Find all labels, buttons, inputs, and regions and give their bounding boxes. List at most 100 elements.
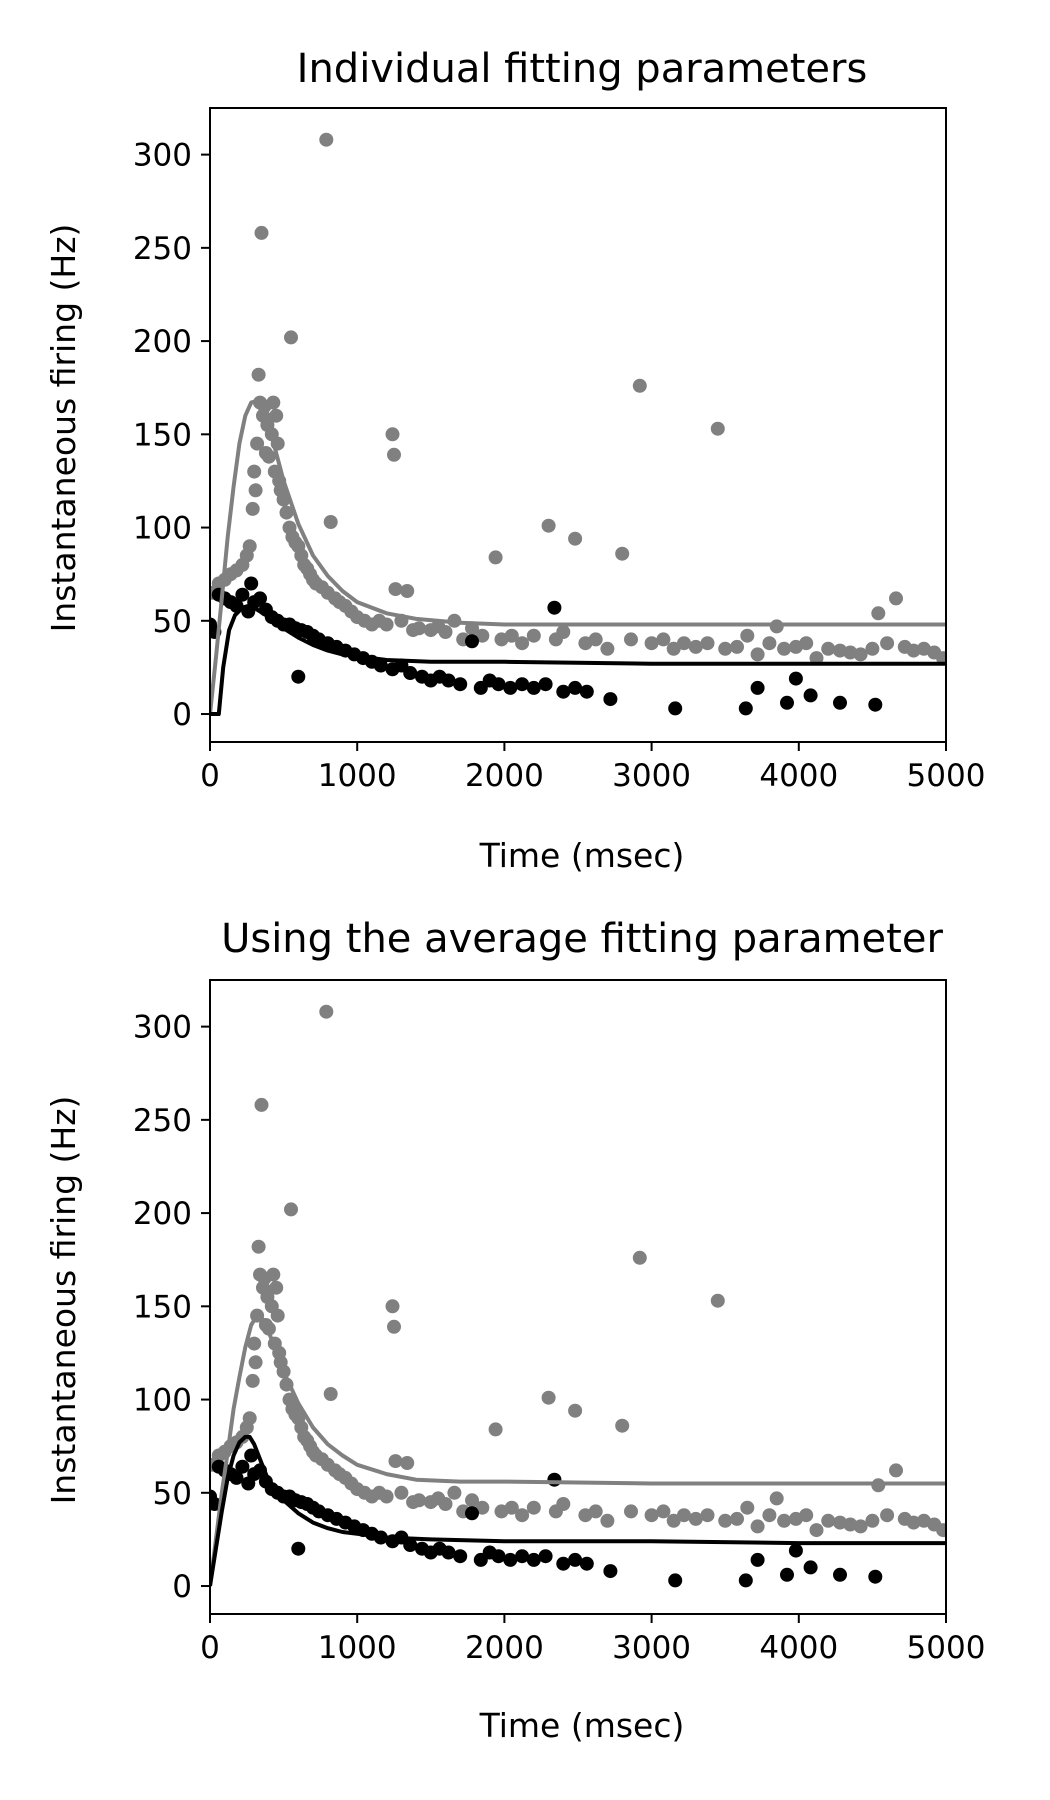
- data-point: [677, 636, 691, 651]
- x-tick-label: 2000: [465, 1630, 544, 1666]
- data-point: [624, 1504, 638, 1519]
- data-point: [769, 1491, 784, 1506]
- data-point: [780, 1567, 794, 1582]
- data-point: [632, 1250, 647, 1265]
- data-point: [251, 367, 266, 382]
- data-point: [541, 518, 556, 533]
- scatter-series-black: [210, 1448, 883, 1588]
- data-point: [615, 546, 630, 561]
- data-point: [526, 628, 541, 643]
- data-point: [538, 1549, 553, 1564]
- data-point: [833, 1567, 847, 1582]
- data-point: [515, 1549, 530, 1564]
- data-point: [600, 1513, 615, 1528]
- data-point: [465, 634, 479, 649]
- data-point: [777, 641, 792, 656]
- data-point: [394, 1485, 409, 1500]
- data-point: [447, 1485, 462, 1500]
- data-point: [556, 684, 571, 699]
- data-point: [889, 1463, 903, 1478]
- data-point: [644, 636, 659, 651]
- data-point: [688, 1511, 703, 1526]
- data-point: [666, 641, 681, 656]
- data-point: [865, 1513, 880, 1528]
- data-point: [730, 639, 744, 654]
- data-point: [568, 1552, 583, 1567]
- data-point: [750, 647, 765, 662]
- data-point: [244, 576, 259, 591]
- data-point: [385, 1299, 400, 1314]
- data-point: [242, 1411, 257, 1426]
- data-point: [475, 1500, 490, 1515]
- data-point: [403, 666, 418, 680]
- data-point: [475, 628, 490, 643]
- y-tick-label: 150: [133, 417, 192, 453]
- data-point: [762, 1508, 777, 1523]
- data-point: [403, 1538, 418, 1552]
- data-point: [821, 1513, 836, 1528]
- data-point: [788, 671, 803, 686]
- data-point: [400, 1456, 415, 1470]
- data-point: [579, 1556, 594, 1571]
- data-point: [799, 636, 814, 651]
- fit-line-gray: [210, 398, 946, 715]
- data-point: [242, 539, 257, 554]
- data-point: [740, 1500, 755, 1515]
- data-point: [235, 587, 250, 602]
- plot-contents: [210, 132, 946, 716]
- data-point: [788, 1543, 803, 1558]
- data-point: [777, 1513, 792, 1528]
- data-point: [266, 1267, 281, 1282]
- x-tick-label: 0: [200, 758, 220, 794]
- y-axis-label: Instantaneous firing (Hz): [44, 224, 83, 633]
- data-point: [666, 1513, 681, 1528]
- data-point: [526, 1500, 541, 1515]
- scatter-series-gray: [210, 132, 946, 666]
- data-point: [700, 1508, 715, 1523]
- x-axis-label: Time (msec): [479, 1706, 685, 1745]
- data-point: [254, 225, 269, 240]
- data-point: [880, 636, 895, 651]
- data-point: [868, 1569, 883, 1584]
- y-tick-label: 200: [133, 324, 192, 360]
- data-point: [491, 677, 506, 692]
- data-point: [438, 1497, 453, 1511]
- data-point: [603, 1564, 618, 1579]
- data-point: [323, 515, 338, 529]
- data-point: [632, 378, 647, 393]
- data-point: [821, 641, 836, 656]
- data-point: [503, 1552, 518, 1567]
- data-point: [438, 625, 453, 639]
- data-point: [253, 591, 267, 606]
- data-point: [291, 1541, 306, 1556]
- data-point: [515, 677, 530, 692]
- data-point: [400, 584, 415, 598]
- data-point: [750, 680, 765, 695]
- data-point: [453, 677, 468, 692]
- data-point: [387, 447, 401, 462]
- data-point: [515, 636, 530, 651]
- data-point: [504, 628, 519, 643]
- data-point: [453, 1549, 468, 1564]
- data-point: [266, 395, 281, 410]
- fit-line-black: [210, 1434, 946, 1587]
- data-point: [465, 1493, 479, 1508]
- chart-panel-bottom: Using the average fitting parameter Time…: [44, 916, 985, 1745]
- data-point: [229, 1470, 244, 1485]
- data-point: [488, 550, 503, 565]
- data-point: [491, 1549, 506, 1564]
- plot-area: 0 1000 2000 3000 4000 5000 0 50 100 150 200 250 300: [133, 979, 985, 1666]
- data-point: [656, 1504, 671, 1519]
- y-tick-label: 0: [172, 697, 192, 733]
- data-point: [245, 1373, 260, 1388]
- y-tick-label: 150: [133, 1289, 192, 1325]
- data-point: [247, 1336, 262, 1351]
- data-point: [291, 669, 306, 684]
- data-point: [656, 632, 671, 647]
- y-tick-label: 300: [133, 138, 192, 174]
- data-point: [247, 464, 262, 479]
- data-point: [730, 1511, 744, 1526]
- data-point: [250, 436, 265, 451]
- data-point: [319, 1004, 334, 1019]
- data-point: [244, 1448, 259, 1463]
